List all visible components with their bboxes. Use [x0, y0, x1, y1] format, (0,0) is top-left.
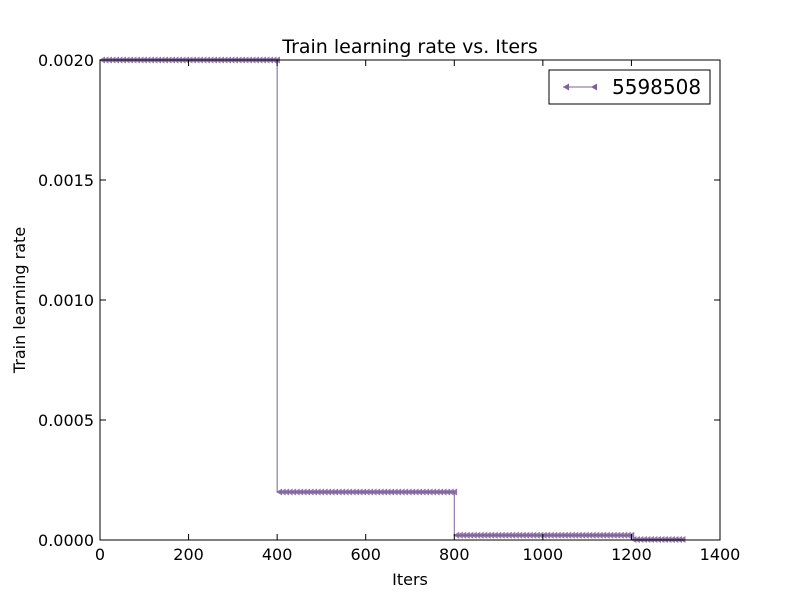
x-tick-label: 400: [262, 545, 293, 564]
chart-title: Train learning rate vs. Iters: [281, 36, 538, 58]
y-axis-label: Train learning rate: [10, 227, 29, 374]
plot-content: [99, 56, 686, 544]
legend-entry-label: 5598508: [612, 75, 701, 99]
x-axis-ticks: 0 200 400 600 800 1000 1200 1400: [95, 60, 740, 564]
x-tick-label: 1200: [611, 545, 652, 564]
x-tick-label: 0: [95, 545, 105, 564]
y-axis-ticks: 0.0000 0.0005 0.0010 0.0015 0.0020: [38, 51, 720, 550]
y-tick-label: 0.0010: [38, 291, 94, 310]
legend: 5598508: [548, 69, 711, 105]
y-tick-label: 0.0020: [38, 51, 94, 70]
x-tick-label: 800: [439, 545, 470, 564]
x-tick-label: 600: [350, 545, 381, 564]
y-tick-label: 0.0015: [38, 171, 94, 190]
series-line: [100, 59, 685, 541]
y-tick-label: 0.0000: [38, 531, 94, 550]
legend-marker-icon: [591, 83, 597, 91]
legend-marker-icon: [563, 83, 569, 91]
x-tick-label: 1400: [700, 545, 741, 564]
legend-box: [548, 69, 711, 105]
x-axis-label: Iters: [392, 570, 428, 589]
x-tick-label: 1000: [522, 545, 563, 564]
y-tick-label: 0.0005: [38, 411, 94, 430]
plot-frame: [99, 59, 721, 541]
x-tick-label: 200: [173, 545, 204, 564]
